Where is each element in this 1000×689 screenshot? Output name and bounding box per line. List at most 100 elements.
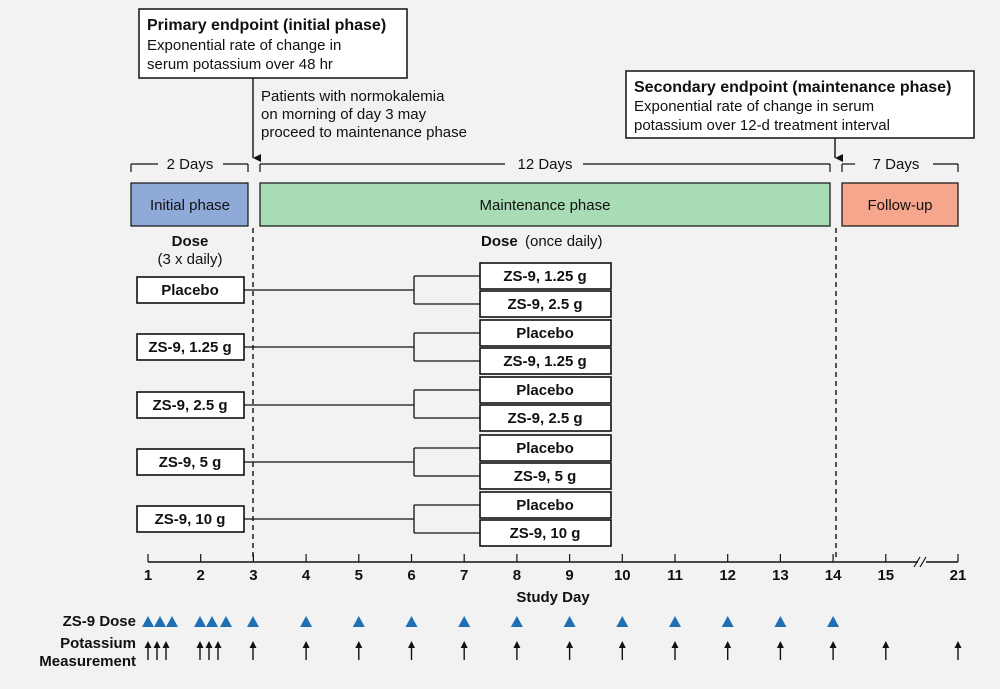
maintenance-arm-label: ZS-9, 5 g: [514, 468, 577, 485]
dose-triangle-icon: [669, 616, 681, 627]
normokalemia-note: Patients with normokalemia on morning of…: [261, 88, 467, 141]
normokalemia-line2: on morning of day 3 may: [261, 106, 427, 123]
axis-tick-label: 14: [825, 567, 842, 584]
maintenance-arm-1-0: Placebo: [479, 319, 612, 347]
dose-triangle-icon: [194, 616, 206, 627]
initial-arm-2: ZS-9, 2.5 g: [136, 391, 245, 419]
measurement-arrow-icon: [214, 641, 222, 660]
measurement-arrow-icon: [513, 641, 521, 660]
measurement-arrow-icon: [954, 641, 962, 660]
dose-markers: [142, 616, 840, 627]
initial-phase-box: [130, 182, 249, 227]
followup-phase-label: Follow-up: [867, 197, 932, 214]
axis-tick-label: 2: [197, 567, 205, 584]
measurement-arrow-icon: [355, 641, 363, 660]
duration-bracket-maintenance: [259, 163, 831, 172]
dose-triangle-icon: [300, 616, 313, 627]
measurement-arrow-icon: [196, 641, 204, 660]
measurement-arrow-icon: [618, 641, 626, 660]
measurement-arrow-icon: [882, 641, 890, 660]
initial-arm-0: Placebo: [136, 276, 245, 304]
maintenance-arm-4-0: Placebo: [479, 491, 612, 519]
measurement-arrow-icon: [144, 641, 152, 660]
duration-bracket-initial: [130, 163, 249, 172]
maintenance-arm-label: Placebo: [516, 325, 574, 342]
measurement-arrow-icon: [566, 641, 574, 660]
axis-tick-label: 6: [407, 567, 415, 584]
maintenance-arm-label: Placebo: [516, 440, 574, 457]
maintenance-arm-2-0: Placebo: [479, 376, 612, 404]
measurement-arrow-icon: [153, 641, 161, 660]
followup-phase-box: [841, 182, 959, 227]
axis-tick-label: 12: [719, 567, 736, 584]
potassium-row-label-1: Potassium: [60, 635, 136, 652]
dose-triangle-icon: [220, 616, 232, 627]
measurement-arrow-icon: [829, 641, 837, 660]
axis-tick-label: 4: [302, 567, 311, 584]
secondary-endpoint-callout: Secondary endpoint (maintenance phase) E…: [625, 70, 975, 139]
axis-tick-label: 13: [772, 567, 789, 584]
measurement-arrow-icon: [249, 641, 257, 660]
initial-arm-label: ZS-9, 2.5 g: [152, 397, 227, 414]
initial-arm-label: ZS-9, 1.25 g: [148, 339, 231, 356]
duration-maintenance-label: 12 Days: [517, 156, 572, 173]
maintenance-arm-1-1: ZS-9, 1.25 g: [479, 347, 612, 375]
maintenance-phase-label: Maintenance phase: [480, 197, 611, 214]
axis-tick-label: 3: [249, 567, 257, 584]
measurement-arrow-icon: [408, 641, 415, 660]
maintenance-arm-0-1: ZS-9, 2.5 g: [479, 290, 612, 318]
axis-title: Study Day: [516, 589, 590, 606]
dose-triangle-icon: [154, 616, 166, 627]
maintenance-arm-2-1: ZS-9, 2.5 g: [479, 404, 612, 432]
dose-triangle-icon: [142, 616, 154, 627]
treatment-arms: Placebo ZS-9, 1.25 g ZS-9, 2.5 g ZS-9, 5 g Z…: [136, 262, 612, 547]
dose-triangle-icon: [510, 616, 523, 627]
dose-triangle-icon: [563, 616, 576, 627]
measurement-arrow-icon: [302, 641, 310, 660]
measurement-arrow-icon: [460, 641, 468, 660]
axis-tick-label: 21: [950, 567, 967, 584]
maintenance-arm-label: Placebo: [516, 497, 574, 514]
maintenance-arm-3-0: Placebo: [479, 434, 612, 462]
maintenance-arm-label: Placebo: [516, 382, 574, 399]
initial-arm-label: ZS-9, 10 g: [155, 511, 226, 528]
initial-arm-3: ZS-9, 5 g: [136, 448, 245, 476]
measurement-arrow-icon: [776, 641, 784, 660]
measurement-arrow-icon: [724, 641, 732, 660]
maintenance-dose-header: Dose: [481, 233, 518, 250]
dose-triangle-icon: [166, 616, 178, 627]
dose-triangle-icon: [616, 616, 629, 627]
maintenance-arm-label: ZS-9, 10 g: [510, 525, 581, 542]
secondary-endpoint-title: Secondary endpoint (maintenance phase): [634, 79, 951, 96]
arm-connector-4: [244, 504, 480, 534]
arm-connector-2: [244, 389, 480, 419]
primary-endpoint-title: Primary endpoint (initial phase): [147, 17, 386, 34]
initial-arm-4: ZS-9, 10 g: [136, 505, 245, 533]
duration-initial-label: 2 Days: [167, 156, 214, 173]
primary-endpoint-line2: serum potassium over 48 hr: [147, 56, 333, 73]
dose-triangle-icon: [827, 616, 840, 627]
secondary-endpoint-line2: potassium over 12-d treatment interval: [634, 117, 890, 134]
axis-tick-label: 9: [565, 567, 573, 584]
dose-triangle-icon: [352, 616, 365, 627]
primary-endpoint-callout: Primary endpoint (initial phase) Exponen…: [138, 8, 408, 79]
maintenance-arm-label: ZS-9, 1.25 g: [503, 353, 586, 370]
duration-followup-label: 7 Days: [873, 156, 920, 173]
maintenance-phase-box: [259, 182, 831, 227]
axis-tick-label: 8: [513, 567, 521, 584]
arm-connector-0: [244, 275, 480, 305]
dose-triangle-icon: [774, 616, 787, 627]
axis-tick-label: 1: [144, 567, 152, 584]
initial-dose-frequency: (3 x daily): [157, 251, 222, 268]
arm-connector-1: [244, 332, 480, 362]
dose-triangle-icon: [206, 616, 218, 627]
duration-bracket-followup: [841, 163, 959, 172]
initial-phase-label: Initial phase: [150, 197, 230, 214]
normokalemia-line3: proceed to maintenance phase: [261, 124, 467, 141]
normokalemia-line1: Patients with normokalemia: [261, 88, 445, 105]
secondary-endpoint-line1: Exponential rate of change in serum: [634, 98, 874, 115]
dose-triangle-icon: [405, 616, 418, 627]
maintenance-arm-label: ZS-9, 1.25 g: [503, 268, 586, 285]
